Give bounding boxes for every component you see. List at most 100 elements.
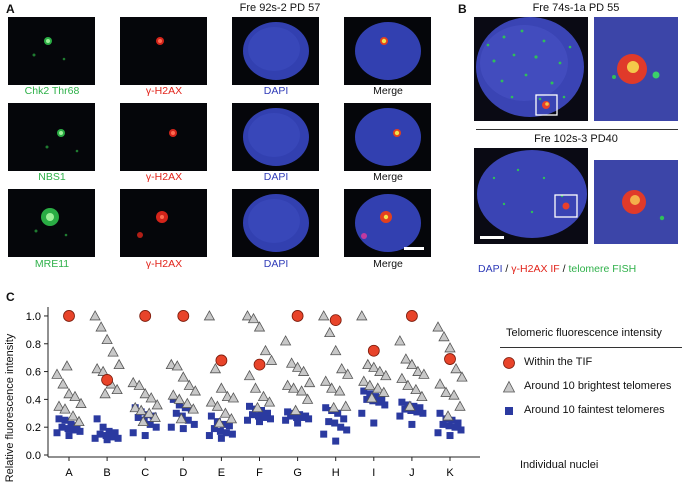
- faintest-telomere-point: [65, 432, 73, 440]
- brightest-telomere-point: [215, 382, 228, 393]
- brightest-telomere-point: [434, 378, 446, 389]
- brightest-telomere-point: [173, 393, 185, 404]
- faintest-telomere-point: [96, 430, 104, 438]
- faintest-telomere-point: [282, 416, 290, 424]
- faintest-telomere-point: [261, 413, 268, 421]
- brightest-telomere-point: [209, 362, 222, 374]
- faintest-telomere-point: [287, 412, 295, 420]
- faintest-telomere-point: [358, 409, 366, 417]
- panel-a-r1-red-label: γ-H2AX: [145, 85, 183, 97]
- faintest-telomere-point: [256, 418, 263, 426]
- brightest-telomere-point: [145, 392, 157, 403]
- legend-triangle-icon: [502, 380, 516, 393]
- brightest-telomere-point: [412, 365, 424, 376]
- brightest-telomere-point: [394, 335, 406, 346]
- y-tick-label: 0.4: [26, 394, 41, 406]
- brightest-telomere-point: [107, 346, 119, 357]
- faintest-telomere-point: [439, 420, 447, 428]
- brightest-telomere-point: [97, 365, 109, 376]
- brightest-telomere-point: [91, 362, 103, 374]
- brightest-telomere-point: [438, 330, 450, 342]
- brightest-telomere-point: [404, 400, 416, 411]
- faintest-telomere-point: [398, 398, 406, 406]
- faintest-telomere-point: [103, 436, 111, 444]
- panel-a-r2-green-image: [8, 103, 95, 171]
- brightest-telomere-point: [287, 382, 300, 393]
- brightest-telomere-point: [63, 387, 75, 399]
- y-tick-label: 1.0: [26, 311, 41, 323]
- panel-a-r1-red-image: [120, 17, 207, 85]
- brightest-telomere-point: [57, 378, 69, 389]
- panel-a-r2-dapi-image: [232, 103, 319, 171]
- brightest-telomere-point: [326, 382, 338, 393]
- y-tick-label: 0.0: [26, 450, 41, 462]
- faintest-telomere-point: [267, 415, 274, 423]
- brightest-telomere-point: [225, 413, 238, 424]
- brightest-telomere-point: [454, 400, 466, 411]
- panel-a-r1-green-label: Chk2 Thr68: [24, 85, 80, 97]
- faintest-telomere-point: [340, 415, 348, 423]
- panel-b-divider: [476, 129, 678, 130]
- brightest-telomere-point: [89, 310, 101, 321]
- faintest-telomere-point: [299, 413, 307, 421]
- faintest-telomere-point: [410, 402, 418, 410]
- faintest-telomere-point: [244, 416, 251, 424]
- brightest-telomere-point: [73, 415, 85, 427]
- faintest-telomere-point: [225, 422, 233, 430]
- faintest-telomere-point: [337, 423, 345, 431]
- legend-title: Telomeric fluorescence intensity: [506, 327, 662, 339]
- faintest-telomere-point: [331, 419, 339, 427]
- faintest-telomere-point: [372, 393, 380, 401]
- panel-a-r2-dapi-label: DAPI: [263, 171, 289, 183]
- brightest-telomere-point: [243, 369, 256, 381]
- brightest-telomere-point: [221, 390, 234, 401]
- faintest-telomere-point: [91, 434, 99, 442]
- brightest-telomere-point: [340, 400, 352, 411]
- panel-b-nucleus-bottom: [474, 148, 588, 244]
- tif-point: [177, 310, 190, 322]
- brightest-telomere-point: [203, 310, 216, 321]
- faintest-telomere-point: [381, 401, 389, 409]
- tif-point: [139, 310, 152, 322]
- brightest-telomere-point: [61, 360, 73, 371]
- faintest-telomere-point: [320, 430, 328, 438]
- panel-b-legend: DAPI / γ-H2AX IF / telomere FISH: [478, 263, 683, 275]
- brightest-telomere-point: [396, 372, 408, 383]
- brightest-telomere-point: [448, 389, 460, 400]
- panel-a-title: Fre 92s-2 PD 57: [239, 2, 321, 14]
- panel-a-r3-merge-image: [344, 189, 431, 257]
- y-axis-label: Relative fluorescence intensity: [4, 333, 16, 482]
- panel-b-nucleus-top: [474, 17, 588, 121]
- tif-point: [253, 358, 266, 371]
- tif-point: [329, 314, 342, 327]
- legend-label-tif: Within the TIF: [524, 356, 593, 368]
- brightest-telomere-point: [432, 321, 444, 332]
- faintest-telomere-point: [172, 409, 180, 417]
- brightest-telomere-point: [133, 379, 145, 390]
- panel-a-r3-dapi-image: [232, 189, 319, 257]
- brightest-telomere-point: [181, 397, 193, 408]
- brightest-telomere-point: [213, 417, 226, 428]
- x-tick-label: D: [179, 467, 187, 479]
- brightest-telomere-point: [456, 371, 468, 382]
- faintest-telomere-point: [413, 408, 421, 416]
- faintest-telomere-point: [366, 390, 374, 398]
- faintest-telomere-point: [179, 425, 187, 433]
- brightest-telomere-point: [211, 400, 224, 411]
- faintest-telomere-point: [305, 415, 313, 423]
- brightest-telomere-point: [334, 385, 346, 396]
- brightest-telomere-point: [440, 386, 452, 397]
- brightest-telomere-point: [410, 383, 422, 395]
- brightest-telomere-point: [183, 379, 195, 390]
- x-tick-label: H: [332, 467, 340, 479]
- y-tick-label: 0.8: [26, 339, 41, 351]
- faintest-telomere-point: [416, 404, 424, 412]
- brightest-telomere-point: [342, 368, 354, 379]
- legend-sep-2: /: [559, 263, 569, 275]
- faintest-telomere-point: [222, 429, 230, 437]
- brightest-telomere-point: [187, 403, 199, 414]
- legend-divider: [500, 347, 682, 348]
- faintest-telomere-point: [141, 432, 149, 440]
- panel-a-r1-dapi-label: DAPI: [263, 85, 289, 97]
- tif-point: [101, 374, 113, 386]
